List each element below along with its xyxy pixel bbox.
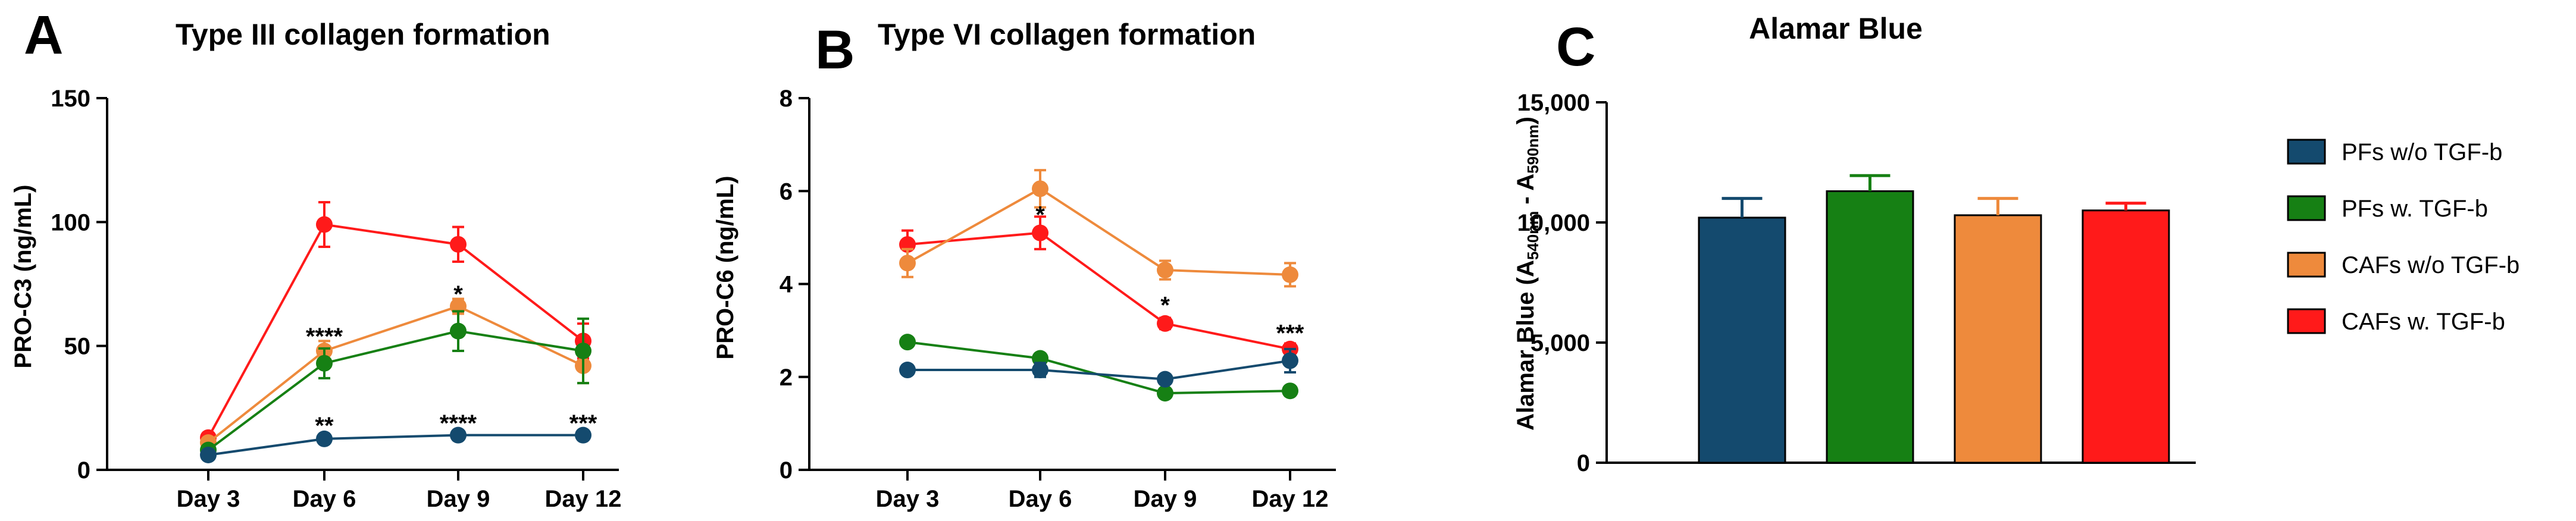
panel-c-title: Alamar Blue	[1749, 12, 1923, 45]
panel-a-ylabel: PRO-C3 (ng/mL)	[10, 185, 36, 369]
panel-b-series-line-cafs-w-tgf-b	[907, 231, 1291, 350]
panel-b-series-line-pfs-w-o-tgf-b	[907, 359, 1291, 381]
panel-a-series-line-cafs-w-o-tgf-b	[207, 305, 584, 444]
panel-a-letter: A	[24, 5, 63, 65]
panel-a-point-pfs-w-o-tgf-b	[575, 426, 591, 444]
legend-label-cafs-w-tgf-b: CAFs w. TGF-b	[2342, 309, 2505, 335]
panel-b-title: Type VI collagen formation	[878, 18, 1256, 51]
panel-a-significance-label: **	[315, 413, 334, 439]
panel-b-point-pfs-w-tgf-b	[1157, 385, 1173, 402]
panel-b-point-pfs-w-o-tgf-b	[899, 362, 916, 379]
panel-a-title: Type III collagen formation	[176, 18, 550, 51]
panel-b-point-cafs-w-o-tgf-b	[1157, 262, 1173, 279]
panel-b-point-cafs-w-o-tgf-b	[1032, 180, 1048, 197]
panel-b-x-tick-label: Day 3	[876, 486, 940, 512]
panel-a-x-tick-label: Day 9	[427, 486, 490, 512]
panel-a-series-line-pfs-w-o-tgf-b	[208, 434, 583, 456]
panel-c-y-tick-label: 15,000	[1517, 90, 1590, 116]
panel-b-point-pfs-w-tgf-b	[1282, 382, 1298, 400]
panel-c-y-tick-label: 5,000	[1530, 330, 1590, 356]
panel-c-bar-cafs-w-tgf-b	[2082, 209, 2170, 464]
panel-b-point-cafs-w-o-tgf-b	[899, 255, 916, 272]
panel-b-point-cafs-w-tgf-b	[1032, 224, 1048, 241]
panel-b-x-tick-label: Day 6	[1009, 486, 1072, 512]
panel-a-y-tick-label: 0	[77, 457, 90, 484]
panel-b-significance-label: *	[1160, 293, 1170, 319]
panel-b-significance-label: ***	[1276, 321, 1304, 347]
panel-a-point-pfs-w-tgf-b	[575, 343, 591, 359]
panel-a-point-pfs-w-o-tgf-b	[450, 426, 467, 444]
panel-b-x-tick-label: Day 12	[1252, 486, 1329, 512]
panel-b-point-pfs-w-o-tgf-b	[1282, 352, 1298, 369]
panel-b-y-tick-label: 8	[780, 86, 793, 112]
legend-swatch-pfs-w-tgf-b	[2287, 195, 2326, 221]
panel-a-point-pfs-w-o-tgf-b	[200, 447, 217, 463]
legend-label-cafs-w-o-tgf-b: CAFs w/o TGF-b	[2342, 252, 2519, 278]
panel-c-bar-pfs-w-tgf-b	[1826, 190, 1914, 464]
panel-a-y-tick-label: 150	[51, 86, 90, 112]
legend-swatch-pfs-w-o-tgf-b	[2287, 139, 2326, 165]
legend-label-pfs-w-o-tgf-b: PFs w/o TGF-b	[2342, 139, 2502, 165]
panel-b-y-tick-label: 2	[780, 365, 793, 391]
panel-b-ylabel: PRO-C6 (ng/mL)	[712, 176, 738, 360]
panel-b-y-tick-label: 4	[780, 272, 793, 298]
legend-label-pfs-w-tgf-b: PFs w. TGF-b	[2342, 196, 2488, 222]
panel-a-point-pfs-w-tgf-b	[450, 322, 467, 340]
panel-b-point-cafs-w-o-tgf-b	[1282, 266, 1298, 283]
panel-a-y-tick-label: 50	[64, 334, 91, 360]
panel-c-plot: 0 5,000 10,000 15,000	[1517, 90, 2196, 476]
panel-b-point-pfs-w-tgf-b	[899, 334, 916, 351]
panel-a-point-pfs-w-tgf-b	[316, 354, 333, 372]
panel-a-x-tick-label: Day 3	[177, 486, 240, 512]
panel-a-x-tick-label: Day 6	[293, 486, 356, 512]
panel-a-series-line-pfs-w-tgf-b	[207, 329, 584, 451]
panel-a-point-cafs-w-tgf-b	[450, 236, 467, 253]
panel-a-significance-label: *	[453, 281, 463, 307]
panel-b-x-tick-label: Day 9	[1134, 486, 1197, 512]
legend-swatch-cafs-w-tgf-b	[2287, 308, 2326, 334]
panel-b-y-tick-label: 0	[780, 457, 793, 484]
panel-b-point-pfs-w-o-tgf-b	[1157, 371, 1173, 388]
panel-a-point-cafs-w-tgf-b	[316, 216, 333, 233]
panel-a-significance-label: ****	[440, 410, 477, 437]
panel-a-x-tick-label: Day 12	[545, 486, 622, 512]
panel-c-y-tick-label: 0	[1577, 450, 1590, 476]
panel-b-y-tick-label: 6	[780, 178, 793, 205]
panel-b-series-line-pfs-w-tgf-b	[907, 341, 1291, 395]
panel-a-point-pfs-w-o-tgf-b	[316, 430, 333, 447]
panel-a-significance-label: ****	[306, 324, 343, 350]
panel-b-letter: B	[815, 20, 855, 80]
panel-c-bar-pfs-w-o-tgf-b	[1698, 216, 1786, 464]
panel-b-point-cafs-w-tgf-b	[1157, 315, 1173, 332]
panel-c-bar-cafs-w-o-tgf-b	[1954, 214, 2042, 464]
panel-c-ylabel: Alamar Blue (A540nm - A590nm)	[1513, 117, 1542, 431]
panel-a-significance-label: ***	[569, 410, 597, 437]
panel-b-significance-label: *	[1035, 202, 1045, 228]
panel-c-y-tick-label: 10,000	[1517, 210, 1590, 236]
legend: PFs w/o TGF-b PFs w. TGF-b CAFs w/o TGF-b C…	[2287, 139, 2519, 335]
panel-b-series-line-cafs-w-o-tgf-b	[907, 187, 1291, 276]
panel-c-letter: C	[1556, 17, 1595, 77]
panel-a-y-tick-label: 100	[51, 209, 90, 236]
legend-swatch-cafs-w-o-tgf-b	[2287, 252, 2326, 278]
panel-b-point-pfs-w-o-tgf-b	[1032, 362, 1048, 379]
panel-a-series-line-cafs-w-tgf-b	[207, 223, 584, 438]
